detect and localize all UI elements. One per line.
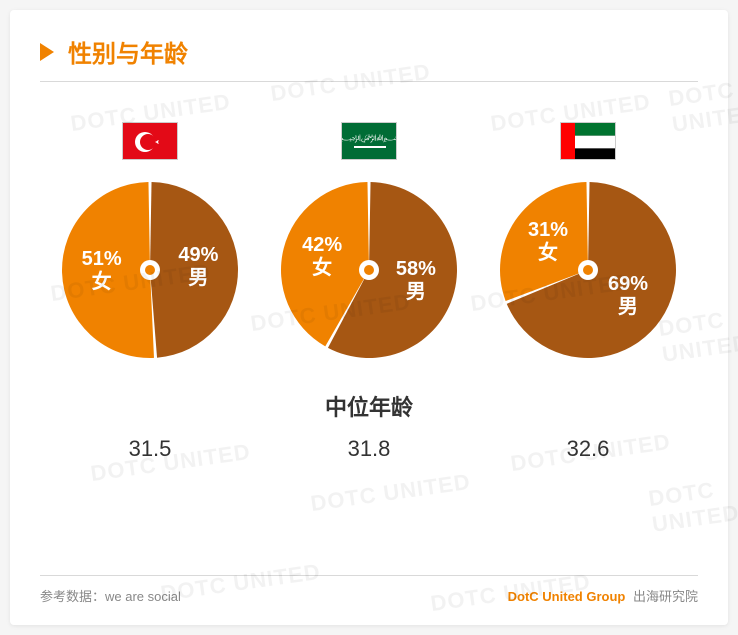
pie-label-male: 69%男 — [598, 273, 658, 319]
watermark-text: DOTC UNITED — [309, 469, 472, 517]
slide-card: 性别与年龄 49%男51%女 ﷽ 58%男42%女 69%男31%女 中位年龄 … — [10, 10, 728, 625]
pie-col-1: ﷽ 58%男 42%女 — [269, 122, 469, 360]
pie-chart-1: 58%男 42%女 — [279, 180, 459, 360]
age-value-2: 32.6 — [488, 436, 688, 462]
pie-center-icon — [578, 260, 598, 280]
flag-turkey — [122, 122, 178, 160]
pie-chart-2: 69%男 31%女 — [498, 180, 678, 360]
pie-label-male: 58%男 — [386, 258, 446, 304]
age-value-0: 31.5 — [50, 436, 250, 462]
slide-title: 性别与年龄 — [68, 34, 188, 69]
footer-source: 参考数据：we are social — [40, 586, 181, 605]
pie-label-female: 31%女 — [518, 219, 578, 265]
slide-header: 性别与年龄 — [10, 10, 728, 81]
pie-col-0: 49%男 51%女 — [50, 122, 250, 360]
flag-uae — [560, 122, 616, 160]
pie-center-icon — [140, 260, 160, 280]
pie-center-icon — [359, 260, 379, 280]
watermark-text: DOTC UNITED — [647, 474, 738, 538]
age-value-1: 31.8 — [269, 436, 469, 462]
pie-row: 49%男 51%女 ﷽ 58%男 42%女 69%男 31%女 — [10, 82, 728, 360]
pie-label-female: 51%女 — [72, 248, 132, 294]
slide-footer: 参考数据：we are social DotC United Group 出海研… — [40, 575, 698, 605]
median-age-label: 中位年龄 — [10, 390, 728, 422]
pie-col-2: 69%男 31%女 — [488, 122, 688, 360]
flag-saudi: ﷽ — [341, 122, 397, 160]
footer-brand-suffix: 出海研究院 — [633, 589, 698, 604]
pie-label-female: 42%女 — [292, 234, 352, 280]
pie-chart-0: 49%男 51%女 — [60, 180, 240, 360]
header-triangle-icon — [40, 43, 54, 61]
footer-brand: DotC United Group 出海研究院 — [508, 586, 698, 605]
footer-brand-name: DotC United Group — [508, 589, 626, 604]
age-row: 31.5 31.8 32.6 — [10, 422, 728, 462]
pie-label-male: 49%男 — [168, 244, 228, 290]
